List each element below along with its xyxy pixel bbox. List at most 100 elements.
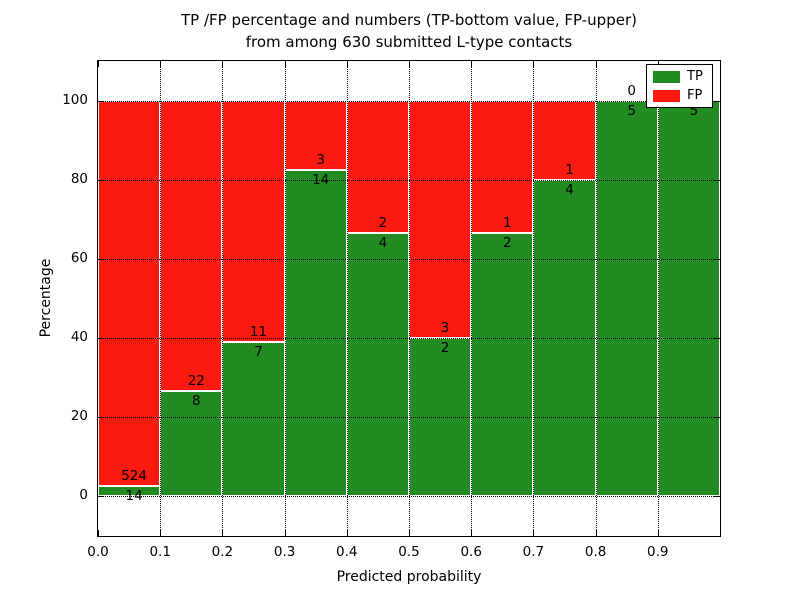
bar-segment-tp (471, 232, 534, 497)
y-tick-label: 40 (70, 329, 88, 346)
x-tick-mark (657, 530, 659, 536)
x-tick-mark (409, 61, 410, 67)
bar-label-fp: 0 (627, 82, 636, 99)
bar-segment-fp (160, 100, 223, 391)
x-gridline (471, 61, 473, 536)
x-tick-mark (284, 530, 286, 536)
y-tick-mark (98, 100, 104, 102)
bar-segment-tp (160, 390, 223, 497)
legend-swatch-fp (653, 89, 680, 102)
bar-segment-tp (98, 486, 161, 497)
bar-label-tp: 14 (125, 488, 143, 505)
x-gridline (284, 61, 286, 536)
x-tick-mark (346, 530, 348, 536)
bar-segment-fp (98, 100, 161, 487)
y-tick-mark (98, 258, 104, 260)
x-gridline (533, 61, 535, 536)
x-tick-label: 0.5 (398, 544, 420, 560)
bar-segment-tp (657, 100, 720, 497)
bar-label-tp: 4 (378, 234, 388, 251)
x-tick-mark (595, 61, 597, 67)
x-tick-label: 0.2 (211, 544, 234, 560)
x-tick-mark (98, 61, 99, 67)
x-tick-mark (595, 530, 597, 536)
y-tick-label: 100 (62, 91, 88, 108)
x-tick-mark (409, 530, 410, 536)
legend-label: TP (687, 69, 703, 84)
x-gridline (222, 61, 224, 536)
bar-label-tp: 2 (503, 234, 512, 251)
bar-label-fp: 524 (121, 468, 147, 485)
x-tick-mark (533, 530, 535, 536)
bar-segment-fp (471, 100, 534, 233)
x-tick-label: 0.3 (273, 544, 296, 560)
x-gridline (160, 61, 162, 536)
legend: TP FP (646, 64, 713, 108)
x-tick-label: 0.7 (522, 544, 545, 560)
x-tick-mark (471, 530, 473, 536)
bar-label-tp: 14 (312, 172, 330, 189)
bar-label-fp: 11 (249, 324, 268, 341)
legend-label: FP (687, 88, 703, 103)
bar-label-tp: 2 (440, 340, 450, 357)
bar-label-tp: 5 (689, 102, 699, 119)
x-tick-label: 0.0 (87, 544, 109, 560)
bar-segment-fp (346, 100, 409, 233)
x-tick-label: 0.9 (647, 544, 669, 560)
chart-title: TP /FP percentage and numbers (TP-bottom… (97, 9, 721, 53)
x-tick-mark (346, 61, 348, 67)
bar-segment-fp (409, 100, 472, 339)
bar-segment-tp (284, 170, 347, 497)
x-tick-mark (222, 530, 224, 536)
bar-label-tp: 5 (627, 102, 636, 119)
x-tick-label: 0.1 (149, 544, 171, 560)
y-tick-mark (714, 179, 720, 181)
bar-label-fp: 22 (187, 372, 205, 389)
bar-label-fp: 1 (503, 214, 512, 231)
x-tick-label: 0.6 (460, 544, 482, 560)
bar-segment-tp (346, 232, 409, 497)
x-tick-mark (284, 61, 286, 67)
y-tick-mark (714, 338, 720, 340)
bar-segment-tp (595, 100, 658, 497)
chart-title-line2: from among 630 submitted L-type contacts (245, 33, 573, 51)
bar-label-fp: 2 (378, 214, 388, 231)
y-tick-mark (98, 417, 104, 419)
x-gridline (346, 61, 348, 536)
x-tick-mark (160, 530, 162, 536)
y-tick-mark (98, 338, 104, 340)
bar-label-tp: 8 (192, 392, 201, 409)
y-tick-label: 80 (70, 170, 88, 187)
bar-segment-tp (222, 342, 285, 497)
y-tick-mark (714, 100, 720, 102)
bar-segment-fp (222, 100, 285, 343)
x-tick-mark (222, 61, 224, 67)
legend-swatch-tp (653, 70, 680, 83)
bar-label-fp: 3 (440, 320, 450, 337)
y-tick-label: 20 (70, 408, 88, 425)
x-tick-mark (98, 530, 99, 536)
bar-label-tp: 4 (565, 181, 574, 198)
x-tick-label: 0.4 (336, 544, 358, 560)
x-gridline (657, 61, 659, 536)
x-tick-mark (471, 61, 473, 67)
y-tick-mark (98, 496, 104, 498)
bar-label-tp: 7 (254, 344, 263, 361)
chart-title-line1: TP /FP percentage and numbers (TP-bottom… (181, 11, 637, 29)
y-tick-mark (714, 496, 720, 498)
x-tick-label: 0.8 (584, 544, 607, 560)
x-gridline (409, 61, 410, 536)
x-tick-mark (160, 61, 162, 67)
legend-item-tp: TP (653, 69, 706, 84)
y-axis-label: Percentage (38, 258, 54, 338)
y-tick-label: 0 (79, 487, 88, 504)
bar-label-fp: 1 (565, 161, 574, 178)
y-tick-label: 60 (70, 249, 88, 266)
x-tick-mark (533, 61, 535, 67)
x-gridline (595, 61, 597, 536)
y-tick-mark (714, 258, 720, 260)
x-axis-label: Predicted probability (336, 569, 482, 585)
y-tick-mark (714, 417, 720, 419)
